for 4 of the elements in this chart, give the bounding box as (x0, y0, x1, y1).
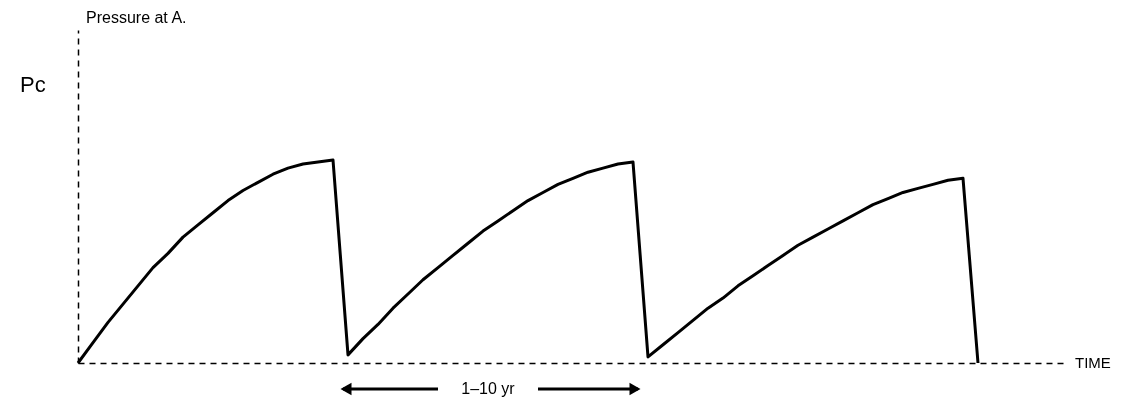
text: 1–10 yr (461, 380, 516, 397)
text: Pressure at A. (86, 9, 187, 26)
text: TIME (1075, 354, 1111, 371)
text: Pc (20, 72, 46, 97)
